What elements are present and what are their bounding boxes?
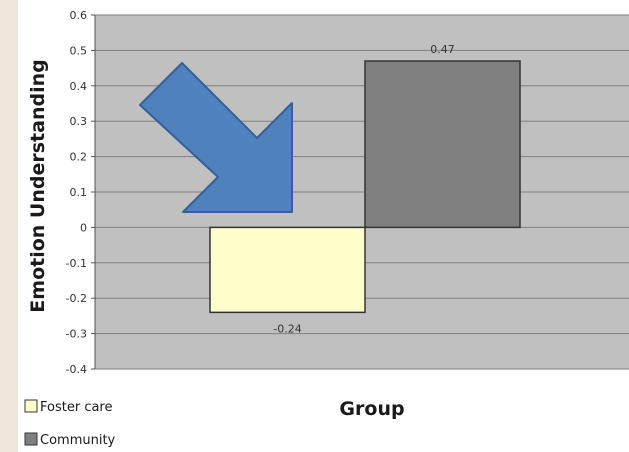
y-tick-label: 0 — [80, 221, 87, 234]
y-axis-title: Emotion Understanding — [27, 59, 49, 312]
legend-swatch-community — [24, 432, 38, 446]
y-tick-label: -0.2 — [66, 292, 87, 305]
bar-foster-care — [209, 226, 366, 314]
y-tick-label: 0.3 — [70, 115, 88, 128]
bars — [209, 60, 521, 314]
y-tick-label: 0.4 — [70, 80, 88, 93]
legend: Foster care Community — [24, 399, 116, 448]
y-tick-label: -0.4 — [66, 363, 87, 376]
y-tick-label: 0.6 — [70, 9, 88, 22]
y-tick-label: 0.5 — [70, 44, 88, 57]
y-tick-label: -0.3 — [66, 328, 87, 341]
y-axis: 0.6 0.5 0.4 0.3 0.2 0.1 0 -0.1 -0.2 -0.3 -0.4 — [66, 9, 96, 376]
y-tick-label: 0.1 — [70, 186, 88, 199]
data-labels: -0.24 0.47 — [273, 43, 454, 335]
legend-label-foster-care: Foster care — [40, 400, 112, 415]
data-label-community: 0.47 — [430, 43, 455, 56]
legend-swatch-foster-care — [24, 399, 38, 413]
legend-label-community: Community — [40, 433, 116, 448]
arrow-icon — [139, 62, 293, 213]
data-label-foster-care: -0.24 — [273, 322, 301, 335]
x-axis-title: Group — [339, 398, 404, 420]
y-tick-label: -0.1 — [66, 257, 87, 270]
bar-community — [364, 60, 521, 229]
y-tick-label: 0.2 — [70, 151, 88, 164]
